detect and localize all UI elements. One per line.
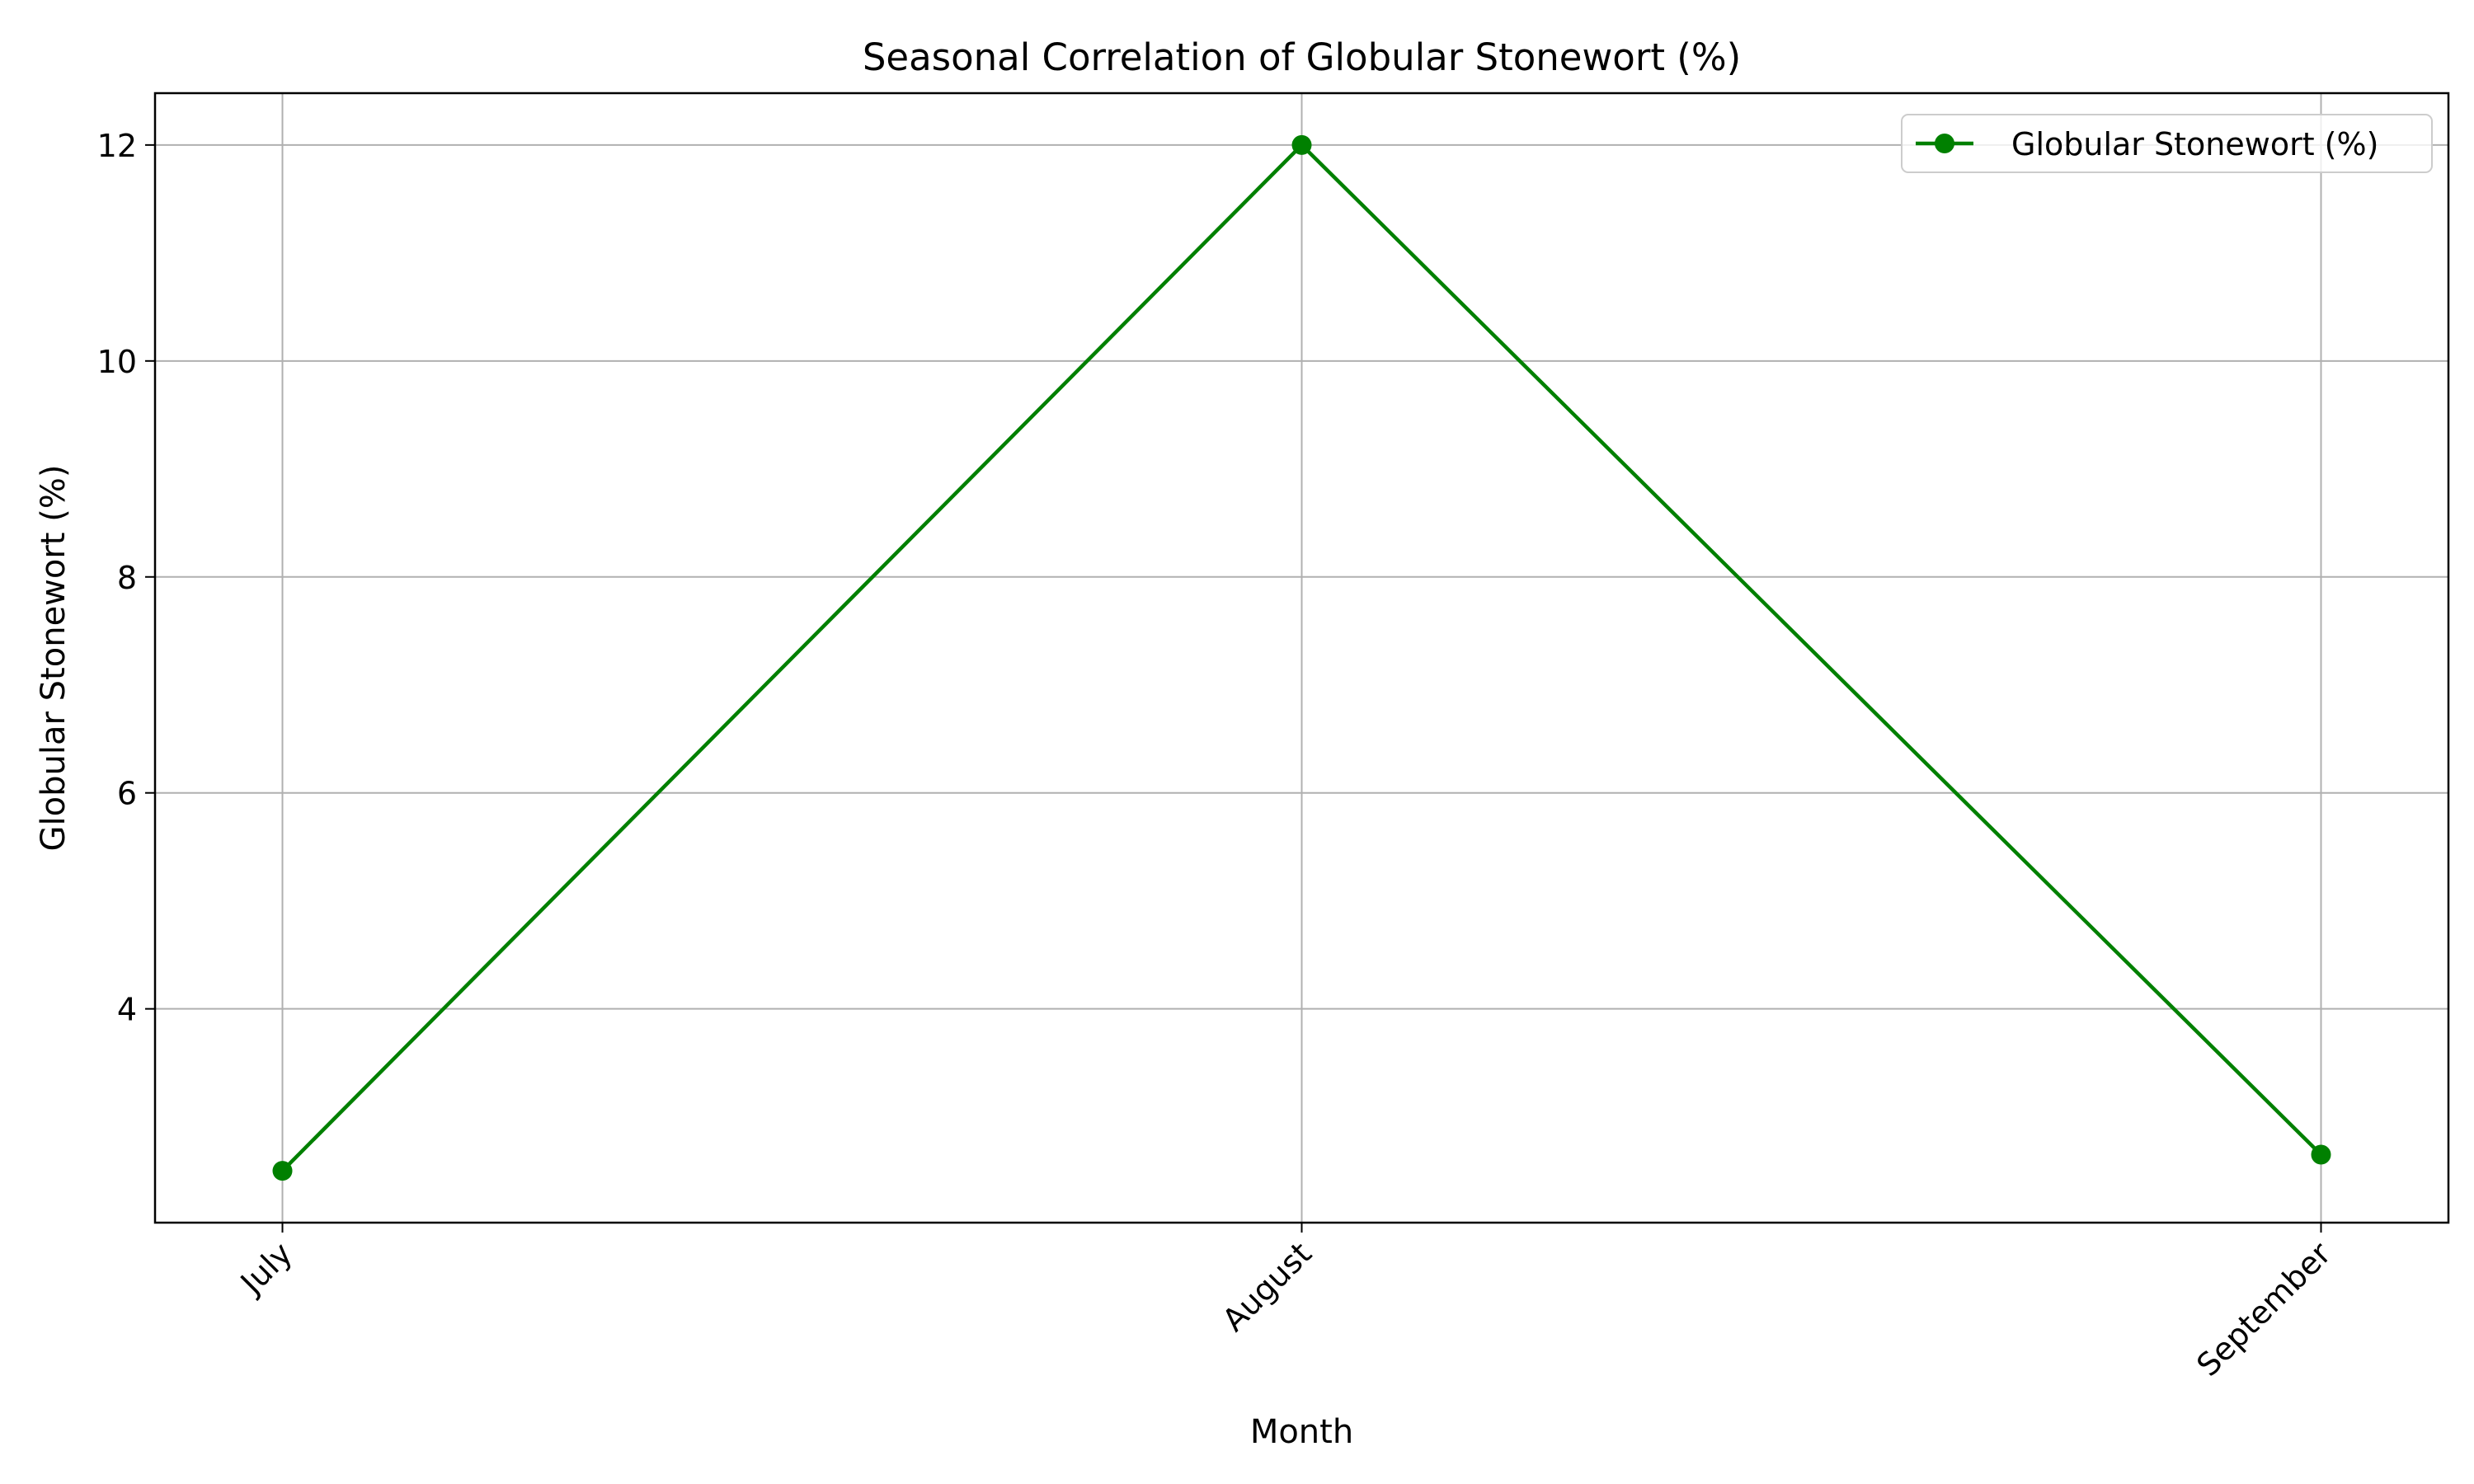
x-axis-label: Month [1250, 1413, 1353, 1451]
data-point [2311, 1144, 2331, 1165]
y-axis-label: Globular Stonewort (%) [35, 465, 73, 852]
chart-title: Seasonal Correlation of Globular Stonewo… [863, 35, 1741, 79]
y-tick-label: 4 [117, 992, 137, 1028]
y-tick-label: 6 [117, 776, 137, 812]
data-point [1291, 134, 1312, 155]
series-layer [272, 134, 2331, 1181]
y-tick-label: 10 [97, 344, 137, 380]
legend-label: Globular Stonewort (%) [2011, 126, 2378, 162]
y-tick-label: 8 [117, 560, 137, 596]
legend-box [1901, 114, 2433, 173]
legend: Globular Stonewort (%) [1901, 114, 2433, 173]
data-point [272, 1161, 293, 1181]
legend-marker [1935, 134, 1954, 153]
y-tick-label: 12 [97, 128, 137, 164]
